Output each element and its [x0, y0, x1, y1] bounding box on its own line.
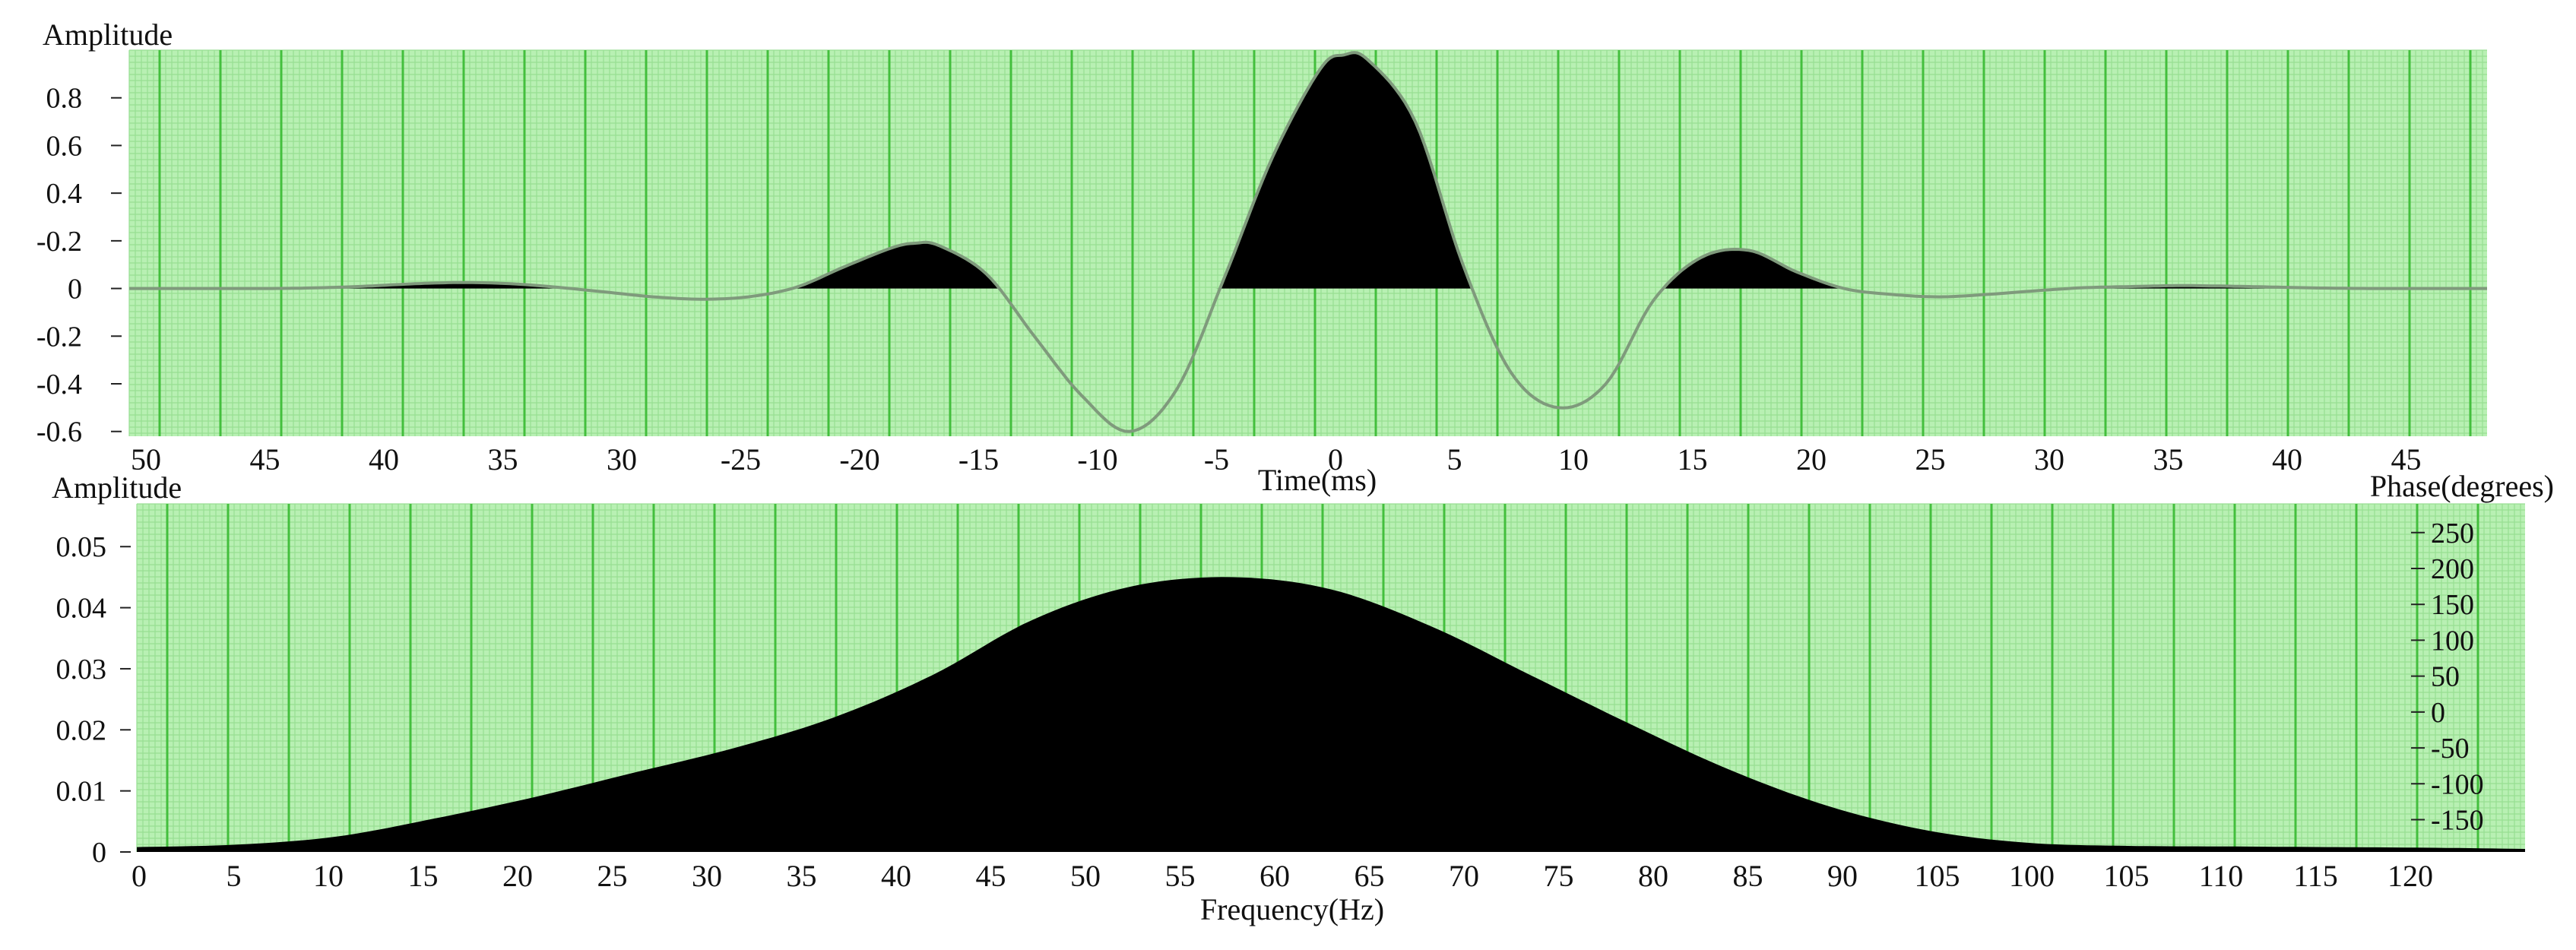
time-wavelet-curve [129, 51, 2487, 433]
y-tick-label: 0.04 [56, 593, 107, 625]
x-tick-label: 15 [408, 859, 439, 893]
x-tick-label: 60 [1259, 859, 1290, 893]
phase-tick-label: -150 [2431, 805, 2484, 837]
phase-tick-label: -50 [2431, 733, 2470, 765]
x-tick-label: 85 [1733, 859, 1763, 893]
x-tick-label: 35 [2153, 442, 2184, 477]
x-tick-label: 55 [1165, 859, 1196, 893]
y-tick-label: -0.6 [36, 416, 82, 448]
x-tick-label: -5 [1204, 442, 1229, 477]
x-tick-label: 10 [1558, 442, 1589, 477]
x-tick-label: 30 [692, 859, 722, 893]
x-tick-label: 40 [2272, 442, 2302, 477]
x-tick-label: 40 [369, 442, 399, 477]
frequency-y-ticks: 0.05 0.04 0.03 0.02 0.01 0 [56, 531, 131, 869]
x-tick-label: 100 [2009, 859, 2055, 893]
spectrum-y-axis-title: Amplitude [52, 470, 182, 505]
x-tick-label: -15 [958, 442, 999, 477]
x-tick-label: 70 [1449, 859, 1479, 893]
time-x-ticks: 50 45 40 35 30 -25 -20 -15 -10 -5 0 5 10 15 20 25 30 35 40… [131, 442, 2422, 477]
phase-tick-label: -100 [2431, 768, 2484, 800]
y-tick-label: -0.4 [36, 369, 82, 401]
x-tick-label: 105 [1915, 859, 1960, 893]
x-tick-label: 105 [2104, 859, 2150, 893]
x-tick-label: 5 [1447, 442, 1462, 477]
x-tick-label: 0 [1328, 442, 1343, 477]
time-y-ticks: 0.8 0.6 0.4 -0.2 0 -0.2 -0.4 -0.6 [36, 83, 122, 448]
time-domain-panel: 0.80.60.4-0.20-0.2-0.4-0.6 50 45 40 35 30 -25… [36, 17, 2487, 497]
x-tick-label: 50 [131, 442, 161, 477]
time-positive-fill [129, 52, 2487, 289]
y-tick-label: -0.2 [36, 226, 82, 258]
x-tick-label: -10 [1077, 442, 1117, 477]
time-x-axis-title: Time(ms) [1258, 463, 1377, 497]
y-tick-label: 0.05 [56, 531, 107, 563]
amplitude-spectrum-fill [137, 577, 2525, 852]
phase-tick-label: 150 [2431, 589, 2474, 621]
y-tick-label: 0 [68, 274, 82, 306]
x-tick-label: 40 [881, 859, 911, 893]
x-tick-label: -25 [721, 442, 761, 477]
x-tick-label: 30 [2034, 442, 2064, 477]
phase-y-axis-title: Phase(degrees) [2370, 469, 2554, 503]
time-y-axis-title: Amplitude [43, 17, 173, 52]
x-tick-label: 15 [1678, 442, 1708, 477]
frequency-x-ticks: 0 5 10 15 20 25 30 35 40 45 50 55 60 65 70 75 80 85 90 105 1… [131, 859, 2433, 893]
frequency-domain-panel: 0.050.040.030.020.010 250200150100500-50… [52, 469, 2554, 926]
x-tick-label: 45 [2391, 442, 2422, 477]
phase-tick-label: 100 [2431, 625, 2474, 657]
x-tick-label: 25 [597, 859, 628, 893]
x-tick-label: 75 [1544, 859, 1574, 893]
y-tick-label: 0.6 [46, 130, 83, 162]
phase-y-ticks: 250 200 150 100 50 0 -50-100 -150 [2411, 518, 2484, 837]
x-tick-label: 50 [1070, 859, 1101, 893]
x-tick-label: 0 [131, 859, 147, 893]
x-tick-label: 5 [227, 859, 242, 893]
x-tick-label: 45 [250, 442, 280, 477]
x-tick-label: 25 [1915, 442, 1946, 477]
phase-tick-label: 200 [2431, 553, 2474, 585]
y-tick-label: 0.02 [56, 714, 107, 746]
x-tick-label: -20 [839, 442, 879, 477]
y-tick-label: 0.03 [56, 654, 107, 686]
x-tick-label: 80 [1638, 859, 1668, 893]
y-tick-label: 0.4 [46, 178, 83, 210]
x-tick-label: 35 [488, 442, 518, 477]
frequency-x-axis-title: Frequency(Hz) [1200, 892, 1384, 926]
x-tick-label: 65 [1355, 859, 1385, 893]
y-tick-label: -0.2 [36, 321, 82, 353]
x-tick-label: 35 [787, 859, 817, 893]
phase-tick-label: 50 [2431, 661, 2460, 693]
x-tick-label: 90 [1827, 859, 1858, 893]
x-tick-label: 120 [2387, 859, 2433, 893]
x-tick-label: 110 [2199, 859, 2244, 893]
x-tick-label: 30 [607, 442, 637, 477]
y-tick-label: 0 [92, 837, 106, 869]
phase-tick-label: 0 [2431, 697, 2445, 729]
x-tick-label: 115 [2293, 859, 2338, 893]
y-tick-label: 0.01 [56, 776, 107, 808]
x-tick-label: 45 [976, 859, 1006, 893]
x-tick-label: 20 [1796, 442, 1827, 477]
phase-tick-label: 250 [2431, 518, 2474, 549]
y-tick-label: 0.8 [46, 83, 83, 115]
x-tick-label: 10 [313, 859, 344, 893]
x-tick-label: 20 [502, 859, 533, 893]
